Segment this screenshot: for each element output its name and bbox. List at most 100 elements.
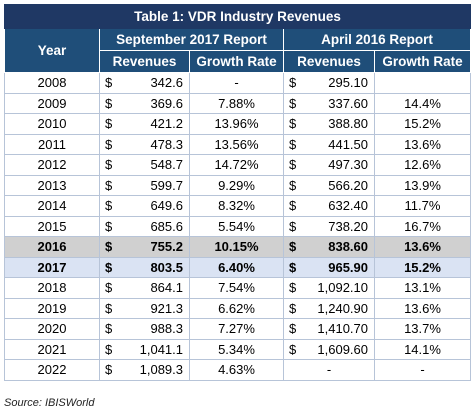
currency-symbol: $ [105,198,113,213]
revenue-april-2016-cell: $965.90 [283,256,375,278]
revenue-april-2016-cell: - [283,359,375,381]
revenue-value: 838.60 [328,239,368,254]
revenue-april-2016-cell: $337.60 [283,92,375,114]
currency-symbol: $ [105,321,113,336]
year-cell: 2022 [4,359,100,381]
growth-april-2016-cell: 13.6% [374,297,471,319]
revenue-sept-2017-cell: $921.3 [99,297,190,319]
currency-symbol: $ [289,177,297,193]
revenue-value: 1,609.60 [317,341,368,357]
year-cell: 2016 [4,236,100,258]
year-cell: 2012 [4,154,100,176]
revenue-sept-2017-cell: $685.6 [99,215,190,237]
growth-sept-2017-cell: 13.56% [189,133,284,155]
currency-symbol: $ [289,321,297,336]
year-cell: 2010 [4,113,100,135]
table-row: 2017 $803.5 6.40% $965.90 15.2% [4,256,471,278]
growth-april-2016-cell: 13.9% [374,174,471,196]
currency-symbol: $ [105,362,113,377]
revenue-april-2016-cell: $441.50 [283,133,375,155]
table-title: Table 1: VDR Industry Revenues [4,4,471,29]
revenue-value: 965.90 [328,259,368,275]
revenue-sept-2017-cell: $803.5 [99,256,190,278]
year-cell: 2015 [4,215,100,237]
col-header-growth-b: Growth Rate [374,50,471,73]
growth-april-2016-cell [374,72,471,94]
revenue-april-2016-cell: $566.20 [283,174,375,196]
revenue-sept-2017-cell: $548.7 [99,154,190,176]
revenue-value: 988.3 [150,321,183,336]
currency-symbol: $ [105,116,113,131]
revenue-april-2016-cell: $1,092.10 [283,277,375,299]
table-body: 2008 $342.6- $295.10 2009 $369.6 7.88% $337.60… [4,72,471,381]
growth-april-2016-cell: 14.4% [374,92,471,114]
revenue-value: 548.7 [150,157,183,172]
revenue-april-2016-cell: $388.80 [283,113,375,135]
year-header: Year [4,28,100,73]
revenue-april-2016-cell: $632.40 [283,195,375,217]
growth-april-2016-cell: 15.2% [374,256,471,278]
revenue-value: 685.6 [150,218,183,234]
revenue-april-2016-cell: $1,609.60 [283,338,375,360]
currency-symbol: $ [289,116,297,131]
currency-symbol: $ [105,75,113,90]
growth-sept-2017-cell: 6.62% [189,297,284,319]
growth-april-2016-cell: - [374,359,471,381]
table-row: 2014 $649.6 8.32% $632.40 11.7% [4,195,471,217]
currency-symbol: $ [289,259,297,275]
table-row: 2009 $369.6 7.88% $337.60 14.4% [4,92,471,114]
table-row: 2020 $988.3 7.27% $1,410.70 13.7% [4,318,471,340]
revenue-value: 649.6 [150,198,183,213]
currency-symbol: $ [289,198,297,213]
year-cell: 2018 [4,277,100,299]
revenue-value: 1,041.1 [139,341,183,357]
revenue-sept-2017-cell: $988.3 [99,318,190,340]
table-row: 2015 $685.6 5.54% $738.20 16.7% [4,215,471,237]
revenue-april-2016-cell: $497.30 [283,154,375,176]
growth-sept-2017-cell: 5.34% [189,338,284,360]
table-row: 2008 $342.6- $295.10 [4,72,471,94]
revenue-april-2016-cell: $295.10 [283,72,375,94]
revenue-value: 632.40 [328,198,368,213]
revenue-value: 566.20 [328,177,368,193]
year-cell: 2008 [4,72,100,94]
currency-symbol: $ [289,300,297,316]
revenue-value: 755.2 [150,239,183,254]
year-cell: 2017 [4,256,100,278]
currency-symbol: $ [105,300,113,316]
year-cell: 2021 [4,338,100,360]
revenue-value: 478.3 [150,136,183,152]
revenue-value: 369.6 [150,95,183,111]
table-row: 2013 $599.7 9.29% $566.20 13.9% [4,174,471,196]
table-row: 2010 $421.2 13.96% $388.80 15.2% [4,113,471,135]
currency-symbol: $ [105,95,113,111]
vdr-revenue-table: Table 1: VDR Industry Revenues Year Sept… [4,4,471,381]
growth-sept-2017-cell: 14.72% [189,154,284,176]
currency-symbol: $ [105,280,113,295]
revenue-value: 803.5 [150,259,183,275]
revenue-value: 1,092.10 [317,280,368,295]
revenue-value: 388.80 [328,116,368,131]
table-row: 2022 $1,089.3 4.63% - - [4,359,471,381]
revenue-sept-2017-cell: $342.6 [99,72,190,94]
revenue-value: 295.10 [328,75,368,90]
group-header-april-2016: April 2016 Report [283,28,471,51]
revenue-value: 864.1 [150,280,183,295]
currency-symbol: $ [289,95,297,111]
table-row: 2019 $921.3 6.62% $1,240.90 13.6% [4,297,471,319]
col-header-growth-a: Growth Rate [189,50,284,73]
year-cell: 2011 [4,133,100,155]
revenue-sept-2017-cell: $1,089.3 [99,359,190,381]
revenue-value: 1,240.90 [317,300,368,316]
currency-symbol: $ [105,341,113,357]
group-header-sept-2017: September 2017 Report [99,28,284,51]
currency-symbol: $ [105,136,113,152]
growth-sept-2017-cell: 5.54% [189,215,284,237]
currency-symbol: $ [105,218,113,234]
revenue-sept-2017-cell: $421.2 [99,113,190,135]
revenue-value: 1,089.3 [139,362,183,377]
table-row: 2016 $755.2 10.15% $838.60 13.6% [4,236,471,258]
year-cell: 2020 [4,318,100,340]
year-cell: 2014 [4,195,100,217]
table-row: 2012 $548.7 14.72% $497.30 12.6% [4,154,471,176]
